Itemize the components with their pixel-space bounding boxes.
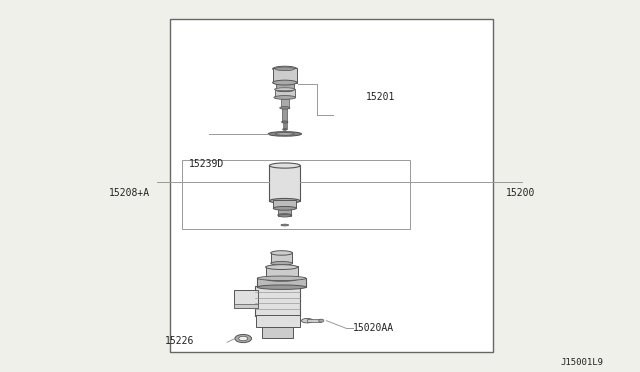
Bar: [234, 304, 258, 308]
Bar: [307, 319, 321, 322]
Ellipse shape: [266, 265, 298, 269]
Ellipse shape: [266, 277, 298, 281]
Bar: [256, 315, 300, 327]
Ellipse shape: [275, 67, 294, 71]
Ellipse shape: [273, 80, 297, 85]
Bar: [273, 200, 296, 208]
Bar: [234, 290, 258, 308]
Ellipse shape: [282, 121, 288, 123]
Ellipse shape: [269, 198, 300, 203]
Ellipse shape: [274, 96, 296, 99]
Bar: [269, 165, 300, 201]
Ellipse shape: [283, 129, 287, 131]
Ellipse shape: [239, 336, 248, 341]
Ellipse shape: [273, 66, 297, 71]
Ellipse shape: [275, 132, 294, 135]
Ellipse shape: [269, 163, 300, 168]
Bar: [282, 107, 287, 122]
Bar: [182, 160, 410, 229]
Ellipse shape: [268, 132, 301, 136]
Ellipse shape: [235, 334, 252, 343]
Text: J15001L9: J15001L9: [560, 358, 603, 367]
Bar: [281, 97, 289, 108]
Ellipse shape: [257, 276, 306, 280]
Text: 15226: 15226: [165, 337, 195, 346]
Bar: [283, 121, 287, 129]
Ellipse shape: [271, 251, 292, 255]
Bar: [271, 252, 292, 263]
Text: 15201: 15201: [366, 92, 396, 102]
Bar: [266, 266, 298, 279]
Ellipse shape: [276, 89, 294, 92]
Ellipse shape: [281, 224, 289, 226]
Bar: [275, 89, 295, 97]
Ellipse shape: [257, 285, 306, 289]
Ellipse shape: [301, 318, 313, 323]
Bar: [257, 278, 306, 287]
Bar: [170, 19, 493, 352]
Text: 15200: 15200: [506, 189, 535, 198]
Text: 15239D: 15239D: [189, 159, 224, 169]
Ellipse shape: [278, 214, 292, 216]
Bar: [262, 327, 293, 338]
Bar: [273, 68, 297, 83]
Ellipse shape: [280, 106, 290, 109]
Text: 15208+A: 15208+A: [109, 189, 150, 198]
Ellipse shape: [275, 88, 295, 91]
Ellipse shape: [319, 319, 324, 322]
Bar: [278, 208, 291, 216]
Ellipse shape: [271, 262, 292, 265]
Ellipse shape: [273, 206, 296, 210]
Bar: [255, 286, 300, 316]
Ellipse shape: [278, 214, 291, 217]
Text: 15020AA: 15020AA: [353, 323, 394, 333]
Bar: [276, 82, 294, 90]
